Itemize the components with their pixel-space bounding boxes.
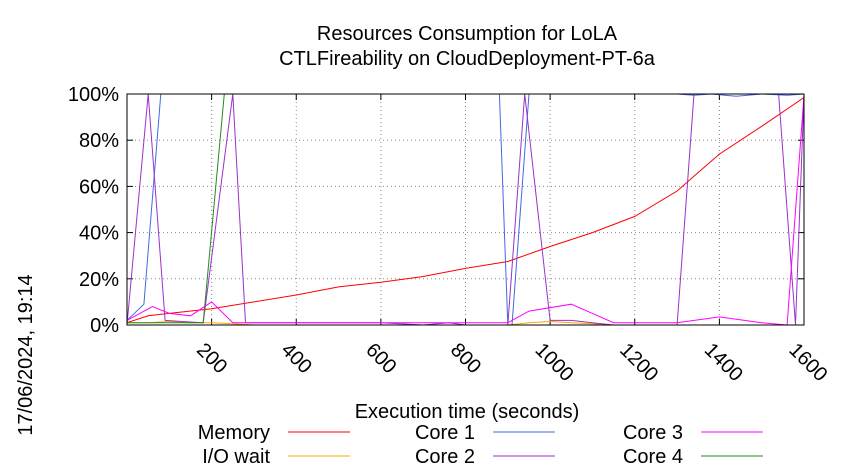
legend-label-core-3: Core 3 — [623, 422, 683, 444]
timestamp-label: 17/06/2024, 19:14 — [15, 274, 37, 435]
y-tick-label: 60% — [79, 176, 119, 198]
x-tick-label: 1600 — [784, 339, 831, 386]
y-tick-label: 40% — [79, 223, 119, 245]
chart-title: Resources Consumption for LoLA — [317, 23, 618, 45]
grid-lines — [127, 94, 804, 325]
y-tick-label: 20% — [79, 269, 119, 291]
chart-subtitle: CTLFireability on CloudDeployment-PT-6a — [279, 48, 656, 70]
plot-frame — [126, 93, 805, 326]
y-tick-label: 0% — [90, 315, 119, 337]
x-tick-label: 1000 — [531, 339, 578, 386]
x-tick-label: 1400 — [700, 339, 747, 386]
y-tick-label: 100% — [68, 84, 119, 106]
x-tick-label: 400 — [277, 339, 316, 378]
y-tick-label: 80% — [79, 130, 119, 152]
x-axis-ticks: 200 400 600 800 1000 1200 1400 1600 — [192, 94, 831, 386]
series-line-core-3 — [126, 95, 805, 326]
legend-label-core-2: Core 2 — [415, 446, 475, 468]
y-axis-ticks: 0% 20% 40% 60% 80% 100% — [68, 84, 804, 337]
legend-label-core-1: Core 1 — [415, 422, 475, 444]
x-tick-label: 200 — [192, 339, 231, 378]
series-line-memory — [126, 97, 805, 324]
x-tick-label: 800 — [446, 339, 485, 378]
legend-label-core-4: Core 4 — [623, 446, 683, 468]
x-axis-label: Execution time (seconds) — [355, 401, 580, 423]
legend-label-memory: Memory — [198, 422, 270, 444]
x-tick-label: 1200 — [615, 339, 662, 386]
x-tick-label: 600 — [361, 339, 400, 378]
legend-label-i-o-wait: I/O wait — [202, 446, 270, 468]
